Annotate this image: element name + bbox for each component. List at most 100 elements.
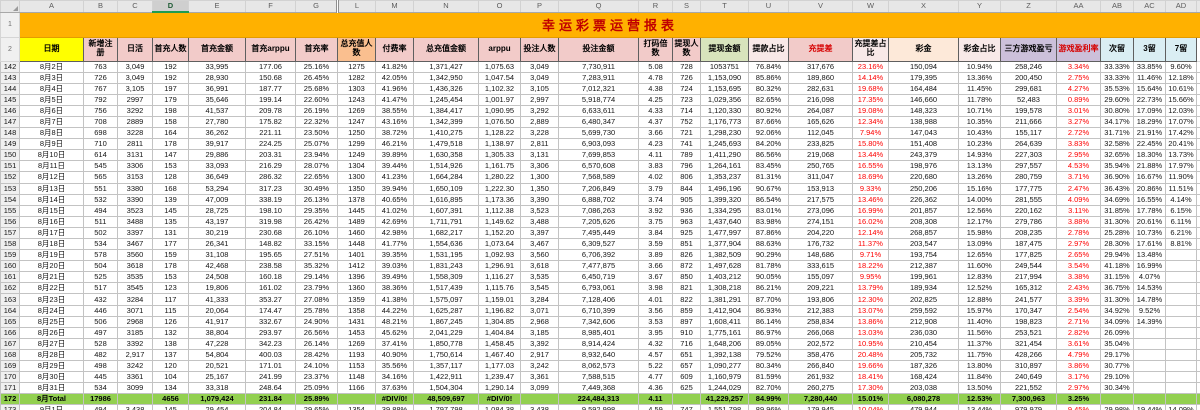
cell[interactable]: 18.29% bbox=[1133, 115, 1166, 129]
cell[interactable]: 145 bbox=[152, 404, 189, 410]
cell[interactable]: 1,160,979 bbox=[700, 371, 749, 384]
cell[interactable]: 41,333 bbox=[188, 293, 246, 306]
date-cell[interactable]: 8月25日 bbox=[19, 315, 84, 328]
cell[interactable]: 3099 bbox=[117, 382, 153, 395]
cell[interactable]: 15.98% bbox=[958, 226, 1001, 240]
cell[interactable]: 7,280,440 bbox=[788, 393, 853, 406]
cell[interactable]: 38,804 bbox=[188, 326, 246, 339]
row-number[interactable]: 151 bbox=[0, 160, 20, 173]
cell[interactable]: 1,412,904 bbox=[700, 304, 749, 317]
cell[interactable]: 3.53 bbox=[638, 315, 673, 328]
cell[interactable]: 41.18% bbox=[1100, 260, 1134, 273]
cell[interactable]: 2,997 bbox=[520, 93, 559, 106]
cell[interactable]: 16.99% bbox=[1133, 260, 1166, 273]
cell[interactable]: 1269 bbox=[337, 104, 376, 117]
cell[interactable]: 39.88% bbox=[375, 404, 414, 410]
cell[interactable]: 42.69% bbox=[375, 215, 414, 228]
cell[interactable]: 1,116.27 bbox=[478, 271, 521, 284]
cell[interactable]: 92.06% bbox=[748, 127, 789, 140]
cell[interactable]: 3.88% bbox=[1056, 215, 1101, 228]
cell[interactable]: 1,479,518 bbox=[413, 138, 479, 151]
cell[interactable]: 21.91% bbox=[1133, 127, 1166, 140]
cell[interactable]: 147 bbox=[152, 149, 189, 162]
row-number[interactable]: 1 bbox=[0, 11, 20, 38]
column-header-14[interactable]: 提现人数 bbox=[672, 36, 701, 62]
cell[interactable]: 19.08% bbox=[852, 104, 889, 117]
cell[interactable]: 44.22% bbox=[375, 304, 414, 317]
cell[interactable] bbox=[1133, 337, 1166, 350]
cell[interactable]: 3228 bbox=[117, 127, 153, 140]
column-header-24[interactable]: 3留 bbox=[1133, 36, 1166, 62]
cell[interactable]: 192 bbox=[152, 60, 189, 73]
cell[interactable]: 1,467.40 bbox=[478, 348, 521, 362]
cell[interactable]: 6,793,061 bbox=[558, 282, 639, 295]
cell[interactable]: 35.32% bbox=[295, 260, 338, 273]
cell[interactable]: 29.60% bbox=[1100, 93, 1134, 106]
cell[interactable]: 311,047 bbox=[788, 171, 853, 184]
cell[interactable]: 1,867,245 bbox=[413, 315, 479, 328]
row-number[interactable]: 170 bbox=[0, 371, 20, 384]
cell[interactable]: 1,245,454 bbox=[413, 93, 479, 106]
cell[interactable]: 12.52% bbox=[958, 282, 1001, 295]
select-all-corner[interactable] bbox=[0, 0, 20, 13]
cell[interactable]: 12.18% bbox=[1165, 71, 1197, 84]
cell[interactable]: 1359 bbox=[337, 293, 376, 306]
cell[interactable]: 1269 bbox=[337, 337, 376, 350]
cell[interactable]: 517 bbox=[83, 282, 118, 295]
cell[interactable]: 3,560 bbox=[520, 249, 559, 262]
cell[interactable]: 1,305.33 bbox=[478, 149, 521, 162]
date-cell[interactable]: 8月12日 bbox=[19, 171, 84, 184]
row-number[interactable]: 173 bbox=[0, 404, 20, 410]
cell[interactable]: 25.89% bbox=[295, 393, 338, 406]
cell[interactable]: 525 bbox=[83, 271, 118, 284]
cell[interactable]: 3,523 bbox=[520, 204, 559, 217]
cell[interactable]: 25.78% bbox=[295, 304, 338, 317]
cell[interactable]: 4.79% bbox=[1056, 348, 1101, 362]
cell[interactable]: 219,068 bbox=[788, 149, 853, 162]
cell[interactable]: 6,710,399 bbox=[558, 304, 639, 317]
cell[interactable]: 216,098 bbox=[788, 93, 853, 106]
cell[interactable]: 20.86% bbox=[1133, 182, 1166, 195]
cell[interactable]: 6,633,611 bbox=[558, 104, 639, 117]
row-number[interactable]: 172 bbox=[0, 393, 20, 406]
cell[interactable]: 148,323 bbox=[888, 104, 959, 117]
cell[interactable] bbox=[1133, 360, 1166, 373]
cell[interactable]: 7,128,406 bbox=[558, 293, 639, 306]
cell[interactable]: 721 bbox=[672, 127, 701, 140]
cell[interactable]: 1,392,138 bbox=[700, 348, 749, 362]
cell[interactable] bbox=[1133, 393, 1166, 406]
cell[interactable]: 189,860 bbox=[788, 71, 853, 84]
cell[interactable]: 5,918,774 bbox=[558, 93, 639, 106]
cell[interactable]: 3,071 bbox=[520, 304, 559, 317]
cell[interactable]: 13.09% bbox=[958, 237, 1001, 251]
cell[interactable]: 36.75% bbox=[1100, 282, 1134, 295]
cell[interactable]: 4.11 bbox=[638, 393, 673, 406]
cell[interactable]: 90.05% bbox=[748, 271, 789, 284]
cell[interactable]: 132 bbox=[152, 326, 189, 339]
cell[interactable]: 10.73% bbox=[1133, 226, 1166, 240]
cell[interactable]: 13.44% bbox=[958, 404, 1001, 410]
cell[interactable]: 1166 bbox=[337, 382, 376, 395]
cell[interactable]: 34.17% bbox=[1100, 115, 1134, 129]
cell[interactable]: 400.03 bbox=[245, 348, 296, 362]
cell[interactable]: 84.20% bbox=[748, 138, 789, 151]
cell[interactable]: 1,650,109 bbox=[413, 182, 479, 195]
cell[interactable]: 1299 bbox=[337, 138, 376, 151]
column-header-4[interactable]: 首充金额 bbox=[188, 36, 246, 62]
cell[interactable]: 4.77 bbox=[638, 371, 673, 384]
cell[interactable]: 1460 bbox=[337, 226, 376, 240]
cell[interactable]: 274,151 bbox=[788, 215, 853, 228]
date-cell[interactable]: 8月8日 bbox=[19, 127, 84, 140]
cell[interactable]: 155,097 bbox=[788, 271, 853, 284]
row-number[interactable]: 146 bbox=[0, 104, 20, 117]
row-number[interactable]: 142 bbox=[0, 60, 20, 73]
cell[interactable]: 15.66% bbox=[1165, 93, 1197, 106]
cell[interactable]: 177,825 bbox=[1000, 249, 1057, 262]
cell[interactable]: 273,096 bbox=[788, 204, 853, 217]
cell[interactable]: 45.62% bbox=[375, 326, 414, 339]
cell[interactable]: 979,979 bbox=[1000, 404, 1057, 410]
cell[interactable]: 936 bbox=[672, 204, 701, 217]
cell[interactable]: 3467 bbox=[117, 237, 153, 251]
cell[interactable]: 332.67 bbox=[245, 315, 296, 328]
cell[interactable]: 31.15% bbox=[1100, 271, 1134, 284]
